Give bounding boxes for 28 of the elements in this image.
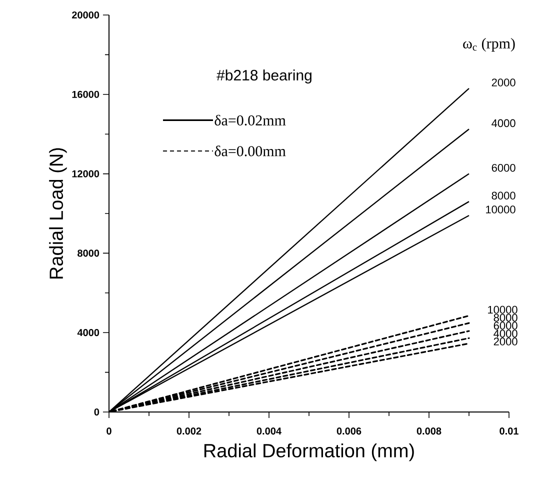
y-axis-title: Radial Load (N)	[49, 148, 67, 278]
annotation: #b218 bearing	[216, 70, 312, 84]
series-label: 10000	[486, 206, 516, 214]
y-tick-label: 0	[94, 408, 100, 416]
x-tick-label: 0.002	[176, 428, 202, 435]
annotation: δa=0.00mm	[214, 146, 286, 156]
y-tick-label: 16000	[72, 90, 100, 98]
y-tick-label: 12000	[72, 170, 100, 178]
x-tick-label: 0.01	[500, 428, 518, 435]
text: 8000	[492, 192, 516, 200]
y-tick-label: 20000	[72, 11, 100, 19]
x-tick-label: 0.004	[256, 428, 282, 435]
text: 2000	[492, 78, 516, 86]
x-tick-label: 0.006	[336, 428, 362, 435]
text: 2000	[494, 338, 518, 346]
x-tick-label: 0	[106, 428, 112, 435]
text: 8000	[494, 314, 518, 322]
y-tick-label: 8000	[78, 250, 100, 257]
legend-title: ω$_{c}$ (rpm)	[463, 38, 515, 52]
text: 4000	[492, 119, 516, 128]
x-axis-title: Radial Deformation (mm)	[204, 443, 414, 462]
x-tick-label: 0.008	[416, 428, 442, 435]
text: 6000	[494, 322, 518, 330]
series-label: 10000	[488, 306, 518, 314]
annotation: δa=0.02mm	[214, 114, 286, 126]
text: 4000	[494, 330, 518, 338]
text: 6000	[492, 164, 516, 172]
y-tick-label: 4000	[77, 329, 100, 336]
